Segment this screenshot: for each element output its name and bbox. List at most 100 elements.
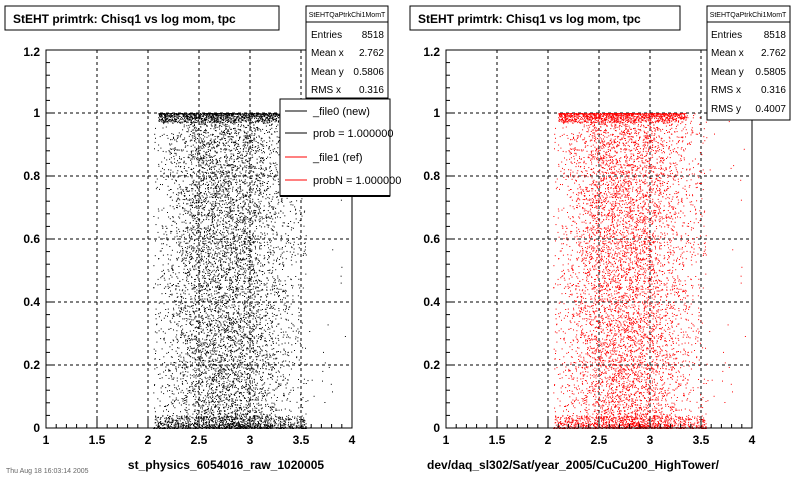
scatter-point [277, 171, 278, 172]
scatter-point [211, 141, 212, 142]
scatter-point [207, 383, 208, 384]
scatter-point [245, 172, 246, 173]
scatter-point [193, 201, 194, 202]
scatter-point [156, 318, 157, 319]
scatter-point [262, 181, 263, 182]
scatter-point [198, 128, 199, 129]
scatter-point [215, 370, 216, 371]
scatter-point [193, 258, 194, 259]
scatter-point [249, 117, 250, 118]
scatter-point [164, 280, 165, 281]
scatter-point [278, 323, 279, 324]
scatter-point [247, 145, 248, 146]
scatter-point [231, 340, 232, 341]
scatter-point [228, 263, 229, 264]
scatter-point [206, 367, 207, 368]
scatter-point [240, 186, 241, 187]
scatter-point [297, 419, 298, 420]
scatter-point [172, 285, 173, 286]
scatter-point [207, 314, 208, 315]
scatter-point [245, 288, 246, 289]
scatter-point [168, 259, 169, 260]
scatter-point [245, 236, 246, 237]
scatter-point [300, 320, 301, 321]
scatter-point [201, 354, 202, 355]
scatter-point [214, 352, 215, 353]
scatter-point [238, 421, 239, 422]
scatter-point [213, 401, 214, 402]
scatter-point [234, 142, 235, 143]
scatter-point [273, 179, 274, 180]
scatter-point [293, 390, 294, 391]
scatter-point [195, 252, 196, 253]
scatter-point [206, 386, 207, 387]
scatter-point [162, 423, 163, 424]
scatter-point [197, 188, 198, 189]
scatter-point [251, 362, 252, 363]
scatter-point [224, 417, 225, 418]
scatter-point [238, 364, 239, 365]
scatter-point [197, 426, 198, 427]
scatter-point [199, 187, 200, 188]
scatter-point [225, 246, 226, 247]
scatter-point [239, 407, 240, 408]
scatter-point [236, 256, 237, 257]
scatter-point [197, 227, 198, 228]
scatter-point [228, 131, 229, 132]
scatter-point [283, 334, 284, 335]
scatter-point [263, 223, 264, 224]
scatter-point [225, 350, 226, 351]
scatter-point [236, 397, 237, 398]
scatter-point [226, 374, 227, 375]
scatter-point [277, 172, 278, 173]
scatter-point [224, 332, 225, 333]
scatter-point [194, 173, 195, 174]
scatter-point [260, 218, 261, 219]
scatter-point [267, 323, 268, 324]
scatter-point [206, 215, 207, 216]
scatter-point [220, 322, 221, 323]
scatter-point [226, 132, 227, 133]
scatter-point [214, 119, 215, 120]
scatter-point [221, 196, 222, 197]
scatter-point [183, 191, 184, 192]
scatter-point [157, 367, 158, 368]
scatter-point [244, 126, 245, 127]
scatter-point [276, 292, 277, 293]
scatter-point [211, 401, 212, 402]
scatter-point [215, 420, 216, 421]
scatter-point [273, 234, 274, 235]
scatter-point [225, 135, 226, 136]
scatter-point [186, 423, 187, 424]
scatter-point [264, 355, 265, 356]
scatter-point [204, 278, 205, 279]
scatter-point [232, 337, 233, 338]
scatter-point [233, 340, 234, 341]
scatter-point [223, 246, 224, 247]
scatter-point [170, 205, 171, 206]
scatter-point [328, 324, 329, 325]
scatter-point [231, 225, 232, 226]
scatter-point [209, 404, 210, 405]
scatter-point [271, 338, 272, 339]
scatter-point [178, 386, 179, 387]
scatter-point [193, 246, 194, 247]
scatter-point [220, 300, 221, 301]
scatter-point [208, 332, 209, 333]
scatter-point [237, 224, 238, 225]
scatter-point [204, 299, 205, 300]
scatter-point [251, 133, 252, 134]
scatter-point [165, 286, 166, 287]
scatter-point [235, 276, 236, 277]
scatter-point [297, 416, 298, 417]
scatter-point [241, 422, 242, 423]
scatter-point [225, 329, 226, 330]
scatter-point [190, 361, 191, 362]
scatter-point [187, 232, 188, 233]
scatter-point [190, 228, 191, 229]
scatter-point [222, 302, 223, 303]
scatter-point [274, 252, 275, 253]
scatter-point [194, 411, 195, 412]
scatter-point [240, 372, 241, 373]
scatter-point [219, 169, 220, 170]
